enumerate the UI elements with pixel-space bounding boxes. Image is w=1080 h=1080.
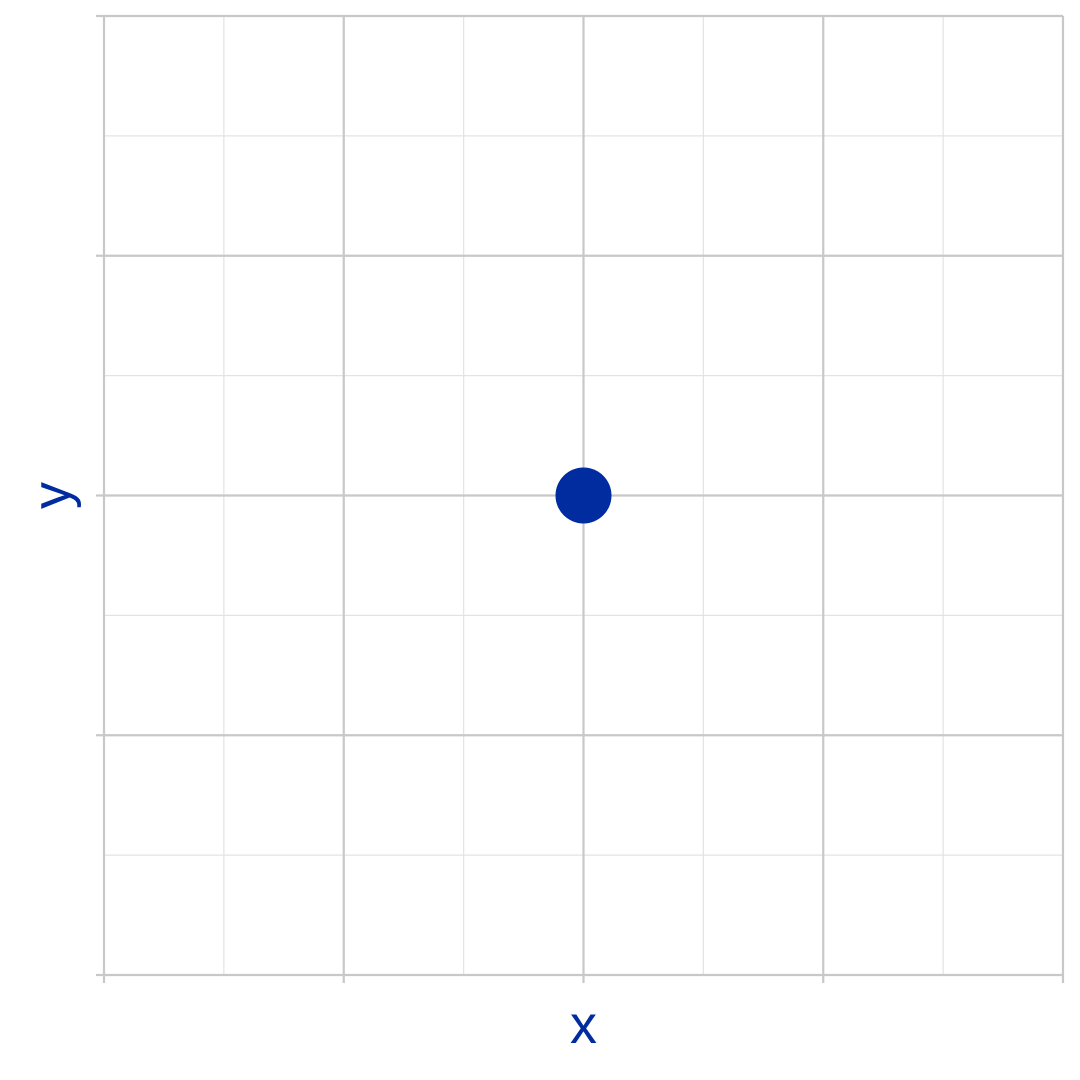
- data-point: [555, 467, 612, 524]
- data-points: [555, 467, 612, 524]
- x-axis-label: x: [570, 995, 597, 1055]
- axis-ticks: [96, 14, 1065, 983]
- y-axis-label: y: [22, 482, 82, 509]
